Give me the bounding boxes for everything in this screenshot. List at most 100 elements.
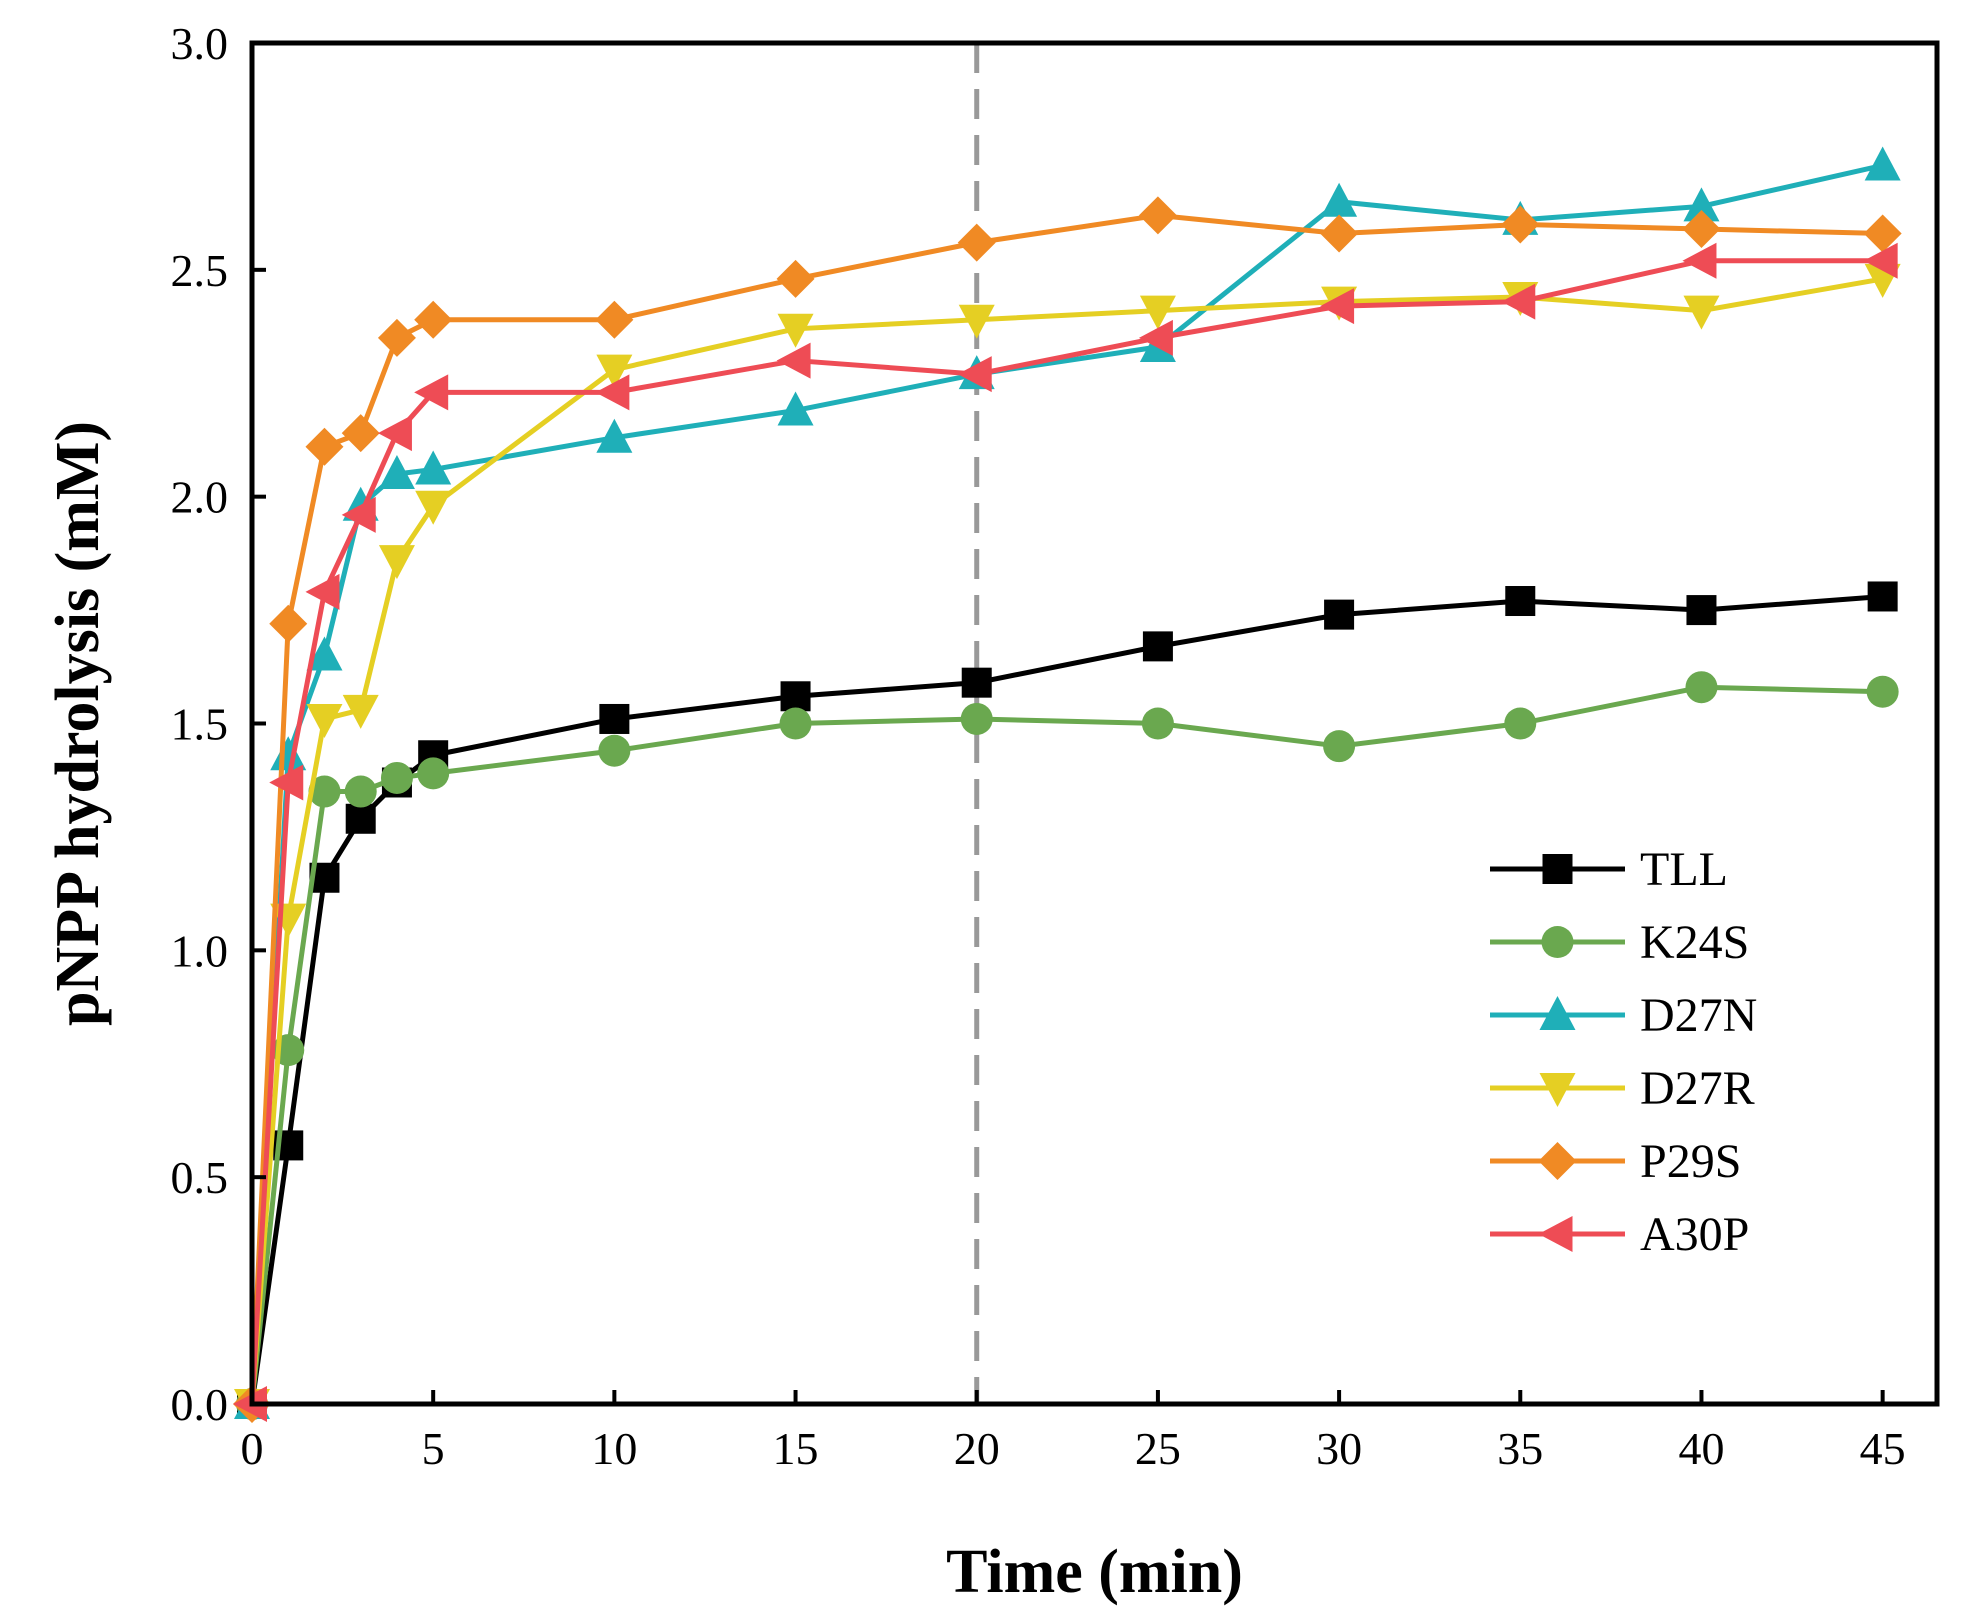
- data-point-tll: [345, 803, 376, 834]
- x-tick-label: 0: [241, 1423, 264, 1474]
- series-a30p: [233, 242, 1898, 1422]
- data-point-p29s: [1320, 214, 1359, 253]
- data-point-a30p: [1863, 242, 1898, 279]
- legend-marker-icon: [1541, 926, 1574, 958]
- data-point-k24s: [308, 775, 341, 808]
- data-point-k24s: [1141, 707, 1174, 740]
- data-point-p29s: [957, 223, 996, 262]
- series-line-a30p: [249, 258, 1883, 1405]
- series-tll: [237, 581, 1898, 1419]
- x-tick-label: 15: [773, 1423, 819, 1474]
- data-point-d27r: [1139, 295, 1176, 330]
- y-tick-label: 1.0: [171, 925, 229, 976]
- data-point-a30p: [305, 573, 340, 610]
- data-point-k24s: [344, 775, 377, 808]
- data-point-d27n: [777, 391, 814, 426]
- data-point-d27n: [306, 636, 343, 671]
- data-point-tll: [961, 667, 992, 698]
- data-point-a30p: [377, 415, 412, 452]
- legend-label: K24S: [1640, 916, 1749, 969]
- data-point-d27r: [958, 304, 995, 339]
- data-point-k24s: [598, 734, 631, 767]
- data-point-d27n: [1321, 182, 1358, 217]
- data-point-k24s: [417, 757, 450, 790]
- data-point-p29s: [341, 414, 380, 453]
- data-point-tll: [1142, 631, 1173, 662]
- data-point-p29s: [377, 318, 416, 357]
- x-tick-label: 25: [1135, 1423, 1181, 1474]
- series-k24s: [236, 671, 1899, 1420]
- x-tick-label: 40: [1678, 1423, 1724, 1474]
- legend-item-a30p: A30P: [1490, 1208, 1749, 1261]
- y-tick-label: 0.5: [171, 1152, 229, 1203]
- legend-marker-icon: [1538, 1216, 1573, 1252]
- data-point-d27r: [306, 703, 343, 738]
- data-point-tll: [599, 703, 630, 734]
- y-tick-label: 2.0: [171, 472, 229, 523]
- x-tick-label: 30: [1316, 1423, 1362, 1474]
- data-point-p29s: [595, 300, 634, 339]
- data-point-d27n: [596, 418, 633, 453]
- data-point-a30p: [1501, 283, 1536, 320]
- x-axis-title: Time (min): [946, 1538, 1243, 1606]
- data-point-p29s: [1501, 205, 1540, 244]
- series-line-d27r: [249, 276, 1884, 1405]
- data-point-p29s: [1138, 196, 1177, 235]
- legend-label: D27R: [1640, 1062, 1755, 1115]
- data-point-d27n: [378, 454, 415, 489]
- data-point-k24s: [1685, 671, 1718, 704]
- legend-label: A30P: [1640, 1208, 1749, 1261]
- legend-item-d27r: D27R: [1490, 1062, 1755, 1115]
- data-point-a30p: [776, 342, 811, 379]
- data-point-d27n: [1864, 146, 1901, 181]
- series-p29s: [233, 196, 1902, 1423]
- y-tick-label: 2.5: [171, 245, 229, 296]
- y-tick-label: 3.0: [171, 18, 229, 69]
- legend-marker-icon: [1539, 996, 1576, 1030]
- x-tick-label: 20: [954, 1423, 1000, 1474]
- series-line-k24s: [249, 684, 1883, 1405]
- data-point-a30p: [957, 356, 992, 393]
- y-tick-label: 0.0: [171, 1379, 229, 1430]
- series-layer: [233, 146, 1902, 1423]
- data-point-d27n: [415, 450, 452, 485]
- data-point-p29s: [1863, 214, 1902, 253]
- data-point-tll: [1867, 581, 1898, 612]
- data-point-tll: [1686, 595, 1717, 626]
- ticks-layer: 0 5 10 15 20 25 30 35 40 45 0.0 0.5 1.0 1.5 2.0 2.5 3.0: [171, 18, 1906, 1474]
- data-point-d27r: [415, 490, 452, 525]
- data-point-k24s: [1323, 730, 1356, 763]
- legend-marker-icon: [1538, 1142, 1577, 1180]
- data-point-k24s: [380, 761, 413, 794]
- data-point-a30p: [1138, 319, 1173, 356]
- legend-marker-icon: [1539, 1073, 1576, 1107]
- y-axis-title: pNPP hydrolysis (mM): [44, 421, 112, 1026]
- y-tick-label: 1.5: [171, 699, 229, 750]
- series-line-tll: [249, 593, 1883, 1405]
- data-point-a30p: [341, 496, 376, 533]
- data-point-k24s: [960, 702, 993, 735]
- data-point-d27n: [270, 736, 307, 771]
- data-point-d27r: [1683, 295, 1720, 330]
- legend-marker-icon: [1542, 854, 1573, 884]
- data-point-k24s: [1866, 675, 1899, 708]
- data-point-a30p: [269, 764, 304, 801]
- data-point-p29s: [269, 604, 308, 643]
- data-point-k24s: [1504, 707, 1537, 740]
- data-point-p29s: [776, 259, 815, 298]
- data-point-tll: [1505, 586, 1536, 617]
- legend: TLL K24S D27N D27R P29S A30P: [1490, 843, 1757, 1261]
- data-point-tll: [780, 681, 811, 712]
- legend-item-k24s: K24S: [1490, 916, 1749, 969]
- data-point-d27r: [378, 545, 415, 580]
- legend-label: P29S: [1640, 1135, 1741, 1188]
- data-point-d27r: [342, 694, 379, 729]
- data-point-a30p: [1320, 288, 1355, 325]
- data-point-d27r: [777, 313, 814, 348]
- data-point-d27n: [1683, 187, 1720, 222]
- legend-label: D27N: [1640, 989, 1757, 1042]
- data-point-tll: [1324, 599, 1355, 630]
- series-line-d27n: [249, 163, 1884, 1405]
